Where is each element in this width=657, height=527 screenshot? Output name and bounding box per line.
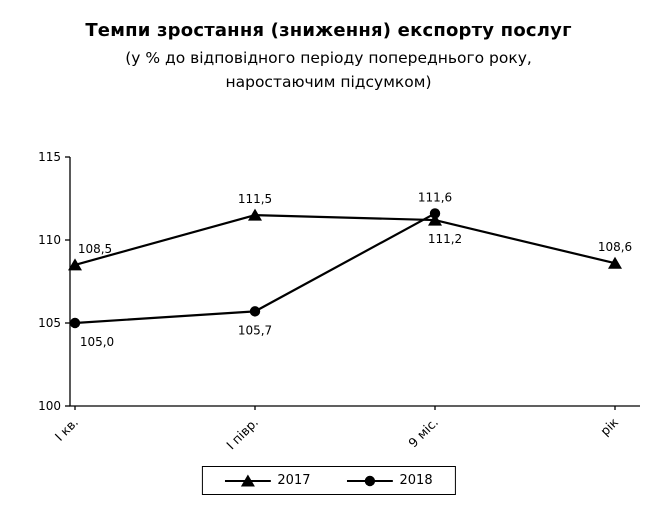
data-label: 108,5 xyxy=(78,242,112,256)
circle-marker-icon xyxy=(364,475,375,486)
x-axis-tick-label: рік xyxy=(597,414,621,438)
legend-item-2017: 2017 xyxy=(224,473,311,488)
triangle-marker-icon xyxy=(68,258,82,271)
series-line-2017 xyxy=(74,213,616,266)
data-label: 105,7 xyxy=(238,323,272,337)
legend-item-2018: 2018 xyxy=(346,473,433,488)
chart-subtitle-line-1: (у % до відповідного періоду попередньог… xyxy=(125,49,532,67)
circle-marker-icon xyxy=(429,208,441,219)
x-axis-tick-label: 9 міс. xyxy=(405,415,441,451)
y-axis-tick-label: 100 xyxy=(38,399,61,413)
y-axis-tick-label: 110 xyxy=(38,233,61,247)
circle-marker-icon xyxy=(69,317,81,329)
x-axis-tick-label: І кв. xyxy=(52,415,81,444)
y-axis-tick-label: 115 xyxy=(38,150,61,164)
legend-label-2017: 2017 xyxy=(277,473,311,488)
chart-legend: 2017 2018 xyxy=(201,466,456,495)
data-label: 111,6 xyxy=(418,190,452,204)
triangle-marker-icon xyxy=(248,208,262,221)
triangle-marker-icon xyxy=(608,256,622,269)
x-axis-tick-label: І півр. xyxy=(223,415,261,453)
triangle-marker-icon xyxy=(240,474,255,486)
y-axis-tick-label: 105 xyxy=(38,316,61,330)
chart-title: Темпи зростання (зниження) експорту посл… xyxy=(85,20,572,41)
legend-label-2018: 2018 xyxy=(399,473,433,488)
circle-marker-icon xyxy=(249,306,261,317)
data-label: 108,6 xyxy=(598,240,632,254)
chart-subtitle: (у % до відповідного періоду попередньог… xyxy=(0,46,657,94)
legend-triangle-marker-icon xyxy=(224,474,271,486)
axis-lines xyxy=(69,157,640,407)
data-label: 111,5 xyxy=(238,192,272,206)
legend-circle-marker-icon xyxy=(346,475,393,486)
data-label: 105,0 xyxy=(80,335,114,349)
chart-subtitle-line-2: наростаючим підсумком) xyxy=(225,73,432,91)
data-label: 111,2 xyxy=(428,232,462,246)
triangle-marker-icon xyxy=(428,213,442,226)
